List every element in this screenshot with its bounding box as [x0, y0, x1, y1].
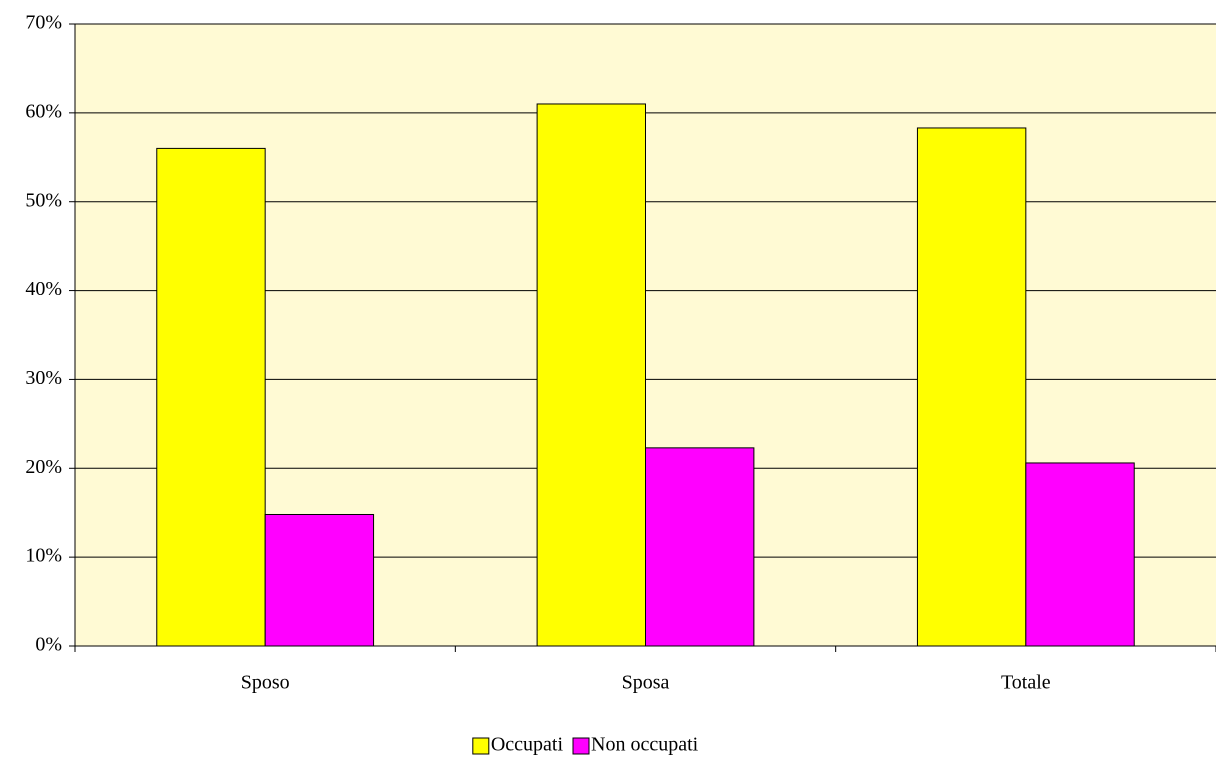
legend-swatch — [472, 737, 490, 755]
bar — [916, 127, 1027, 647]
y-tick-label: 70% — [25, 12, 62, 34]
y-tick-label: 0% — [35, 634, 62, 656]
bar — [645, 447, 755, 647]
x-tick-label: Sposa — [622, 672, 670, 694]
bar — [536, 103, 646, 647]
bar — [264, 513, 375, 647]
legend-swatch — [572, 737, 590, 755]
y-tick-label: 10% — [25, 545, 62, 567]
x-tick-label: Sposo — [241, 672, 290, 694]
y-tick-label: 20% — [25, 456, 62, 478]
y-tick-label: 50% — [25, 189, 62, 211]
y-tick-label: 60% — [25, 100, 62, 122]
y-tick-label: 30% — [25, 367, 62, 389]
bar — [156, 147, 266, 647]
bar — [1025, 462, 1135, 647]
legend-label: Occupati — [491, 734, 564, 756]
x-tick-label: Totale — [1001, 672, 1051, 694]
legend-label: Non occupati — [591, 734, 699, 756]
y-tick-label: 40% — [25, 278, 62, 300]
